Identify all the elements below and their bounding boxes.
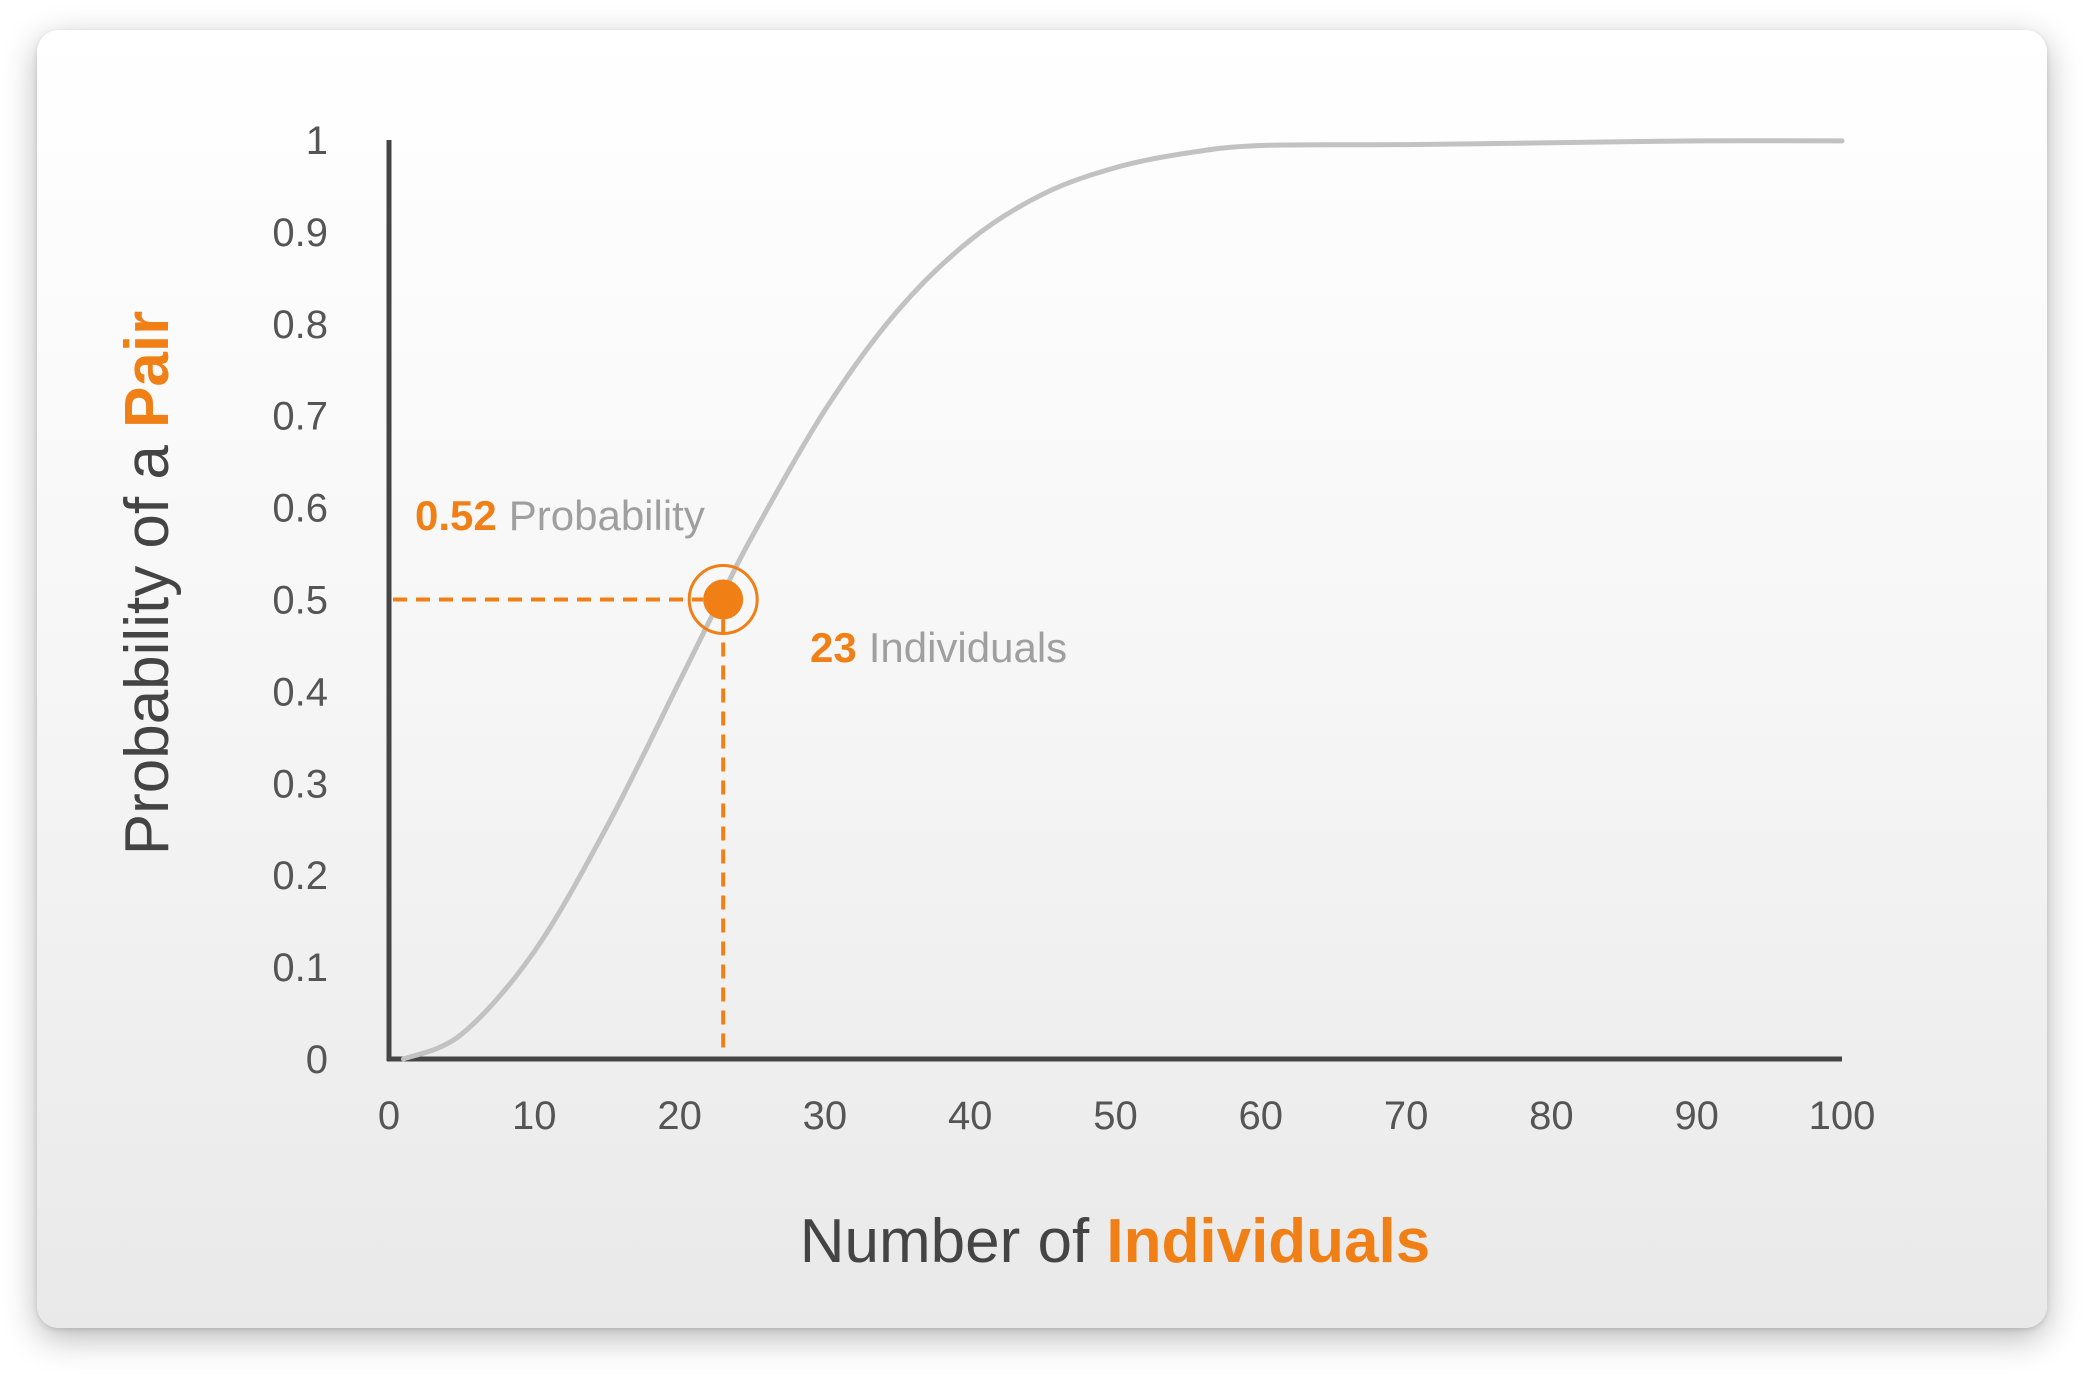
y-tick-label: 0.3: [272, 762, 328, 806]
y-tick-label: 0.1: [272, 946, 328, 990]
highlight-marker-ring: [687, 564, 759, 635]
x-tick-label: 40: [948, 1094, 993, 1138]
y-tick-label: 0.7: [272, 395, 328, 439]
y-axis-title-prefix: Probability of a: [113, 428, 182, 855]
x-tick-label: 90: [1674, 1094, 1719, 1138]
x-tick-label: 70: [1384, 1094, 1429, 1138]
y-axis-title-emphasis: Pair: [113, 311, 182, 428]
x-tick-label: 100: [1809, 1094, 1876, 1138]
x-axis-title-emphasis: Individuals: [1106, 1207, 1430, 1276]
x-axis-title: Number of Individuals: [800, 1207, 1431, 1276]
y-tick-label: 0: [306, 1038, 328, 1082]
y-tick-label: 0.6: [272, 487, 328, 531]
y-tick-label: 0.9: [272, 211, 328, 255]
x-tick-labels: 0 10 20 30 40 50 60 70 80 90 100: [378, 1094, 1876, 1138]
y-axis-title: Probability of a Pair: [113, 311, 182, 856]
y-tick-label: 1: [306, 119, 328, 163]
y-tick-label: 0.5: [272, 579, 328, 623]
x-tick-label: 30: [803, 1094, 848, 1138]
y-tick-label: 0.2: [272, 854, 328, 898]
probability-text: Probability: [509, 492, 705, 539]
x-tick-label: 10: [512, 1094, 557, 1138]
y-tick-label: 0.8: [272, 303, 328, 347]
probability-annotation: 0.52 Probability: [415, 492, 705, 539]
y-tick-labels: 0 0.1 0.2 0.3 0.4 0.5 0.6 0.7 0.8 0.9 1: [272, 119, 328, 1082]
x-tick-label: 0: [378, 1094, 400, 1138]
x-tick-label: 60: [1239, 1094, 1284, 1138]
individuals-value: 23: [810, 624, 857, 671]
chart-card: [37, 30, 2047, 1328]
individuals-annotation: 23 Individuals: [810, 624, 1067, 671]
individuals-text: Individuals: [869, 624, 1067, 671]
x-tick-label: 50: [1093, 1094, 1138, 1138]
probability-curve: [401, 138, 1845, 1062]
highlight-marker-dot: [703, 579, 744, 620]
x-tick-label: 20: [657, 1094, 702, 1138]
y-tick-label: 0.4: [272, 670, 328, 714]
x-tick-label: 80: [1529, 1094, 1574, 1138]
x-axis-title-prefix: Number of: [800, 1207, 1107, 1276]
probability-value: 0.52: [415, 492, 497, 539]
